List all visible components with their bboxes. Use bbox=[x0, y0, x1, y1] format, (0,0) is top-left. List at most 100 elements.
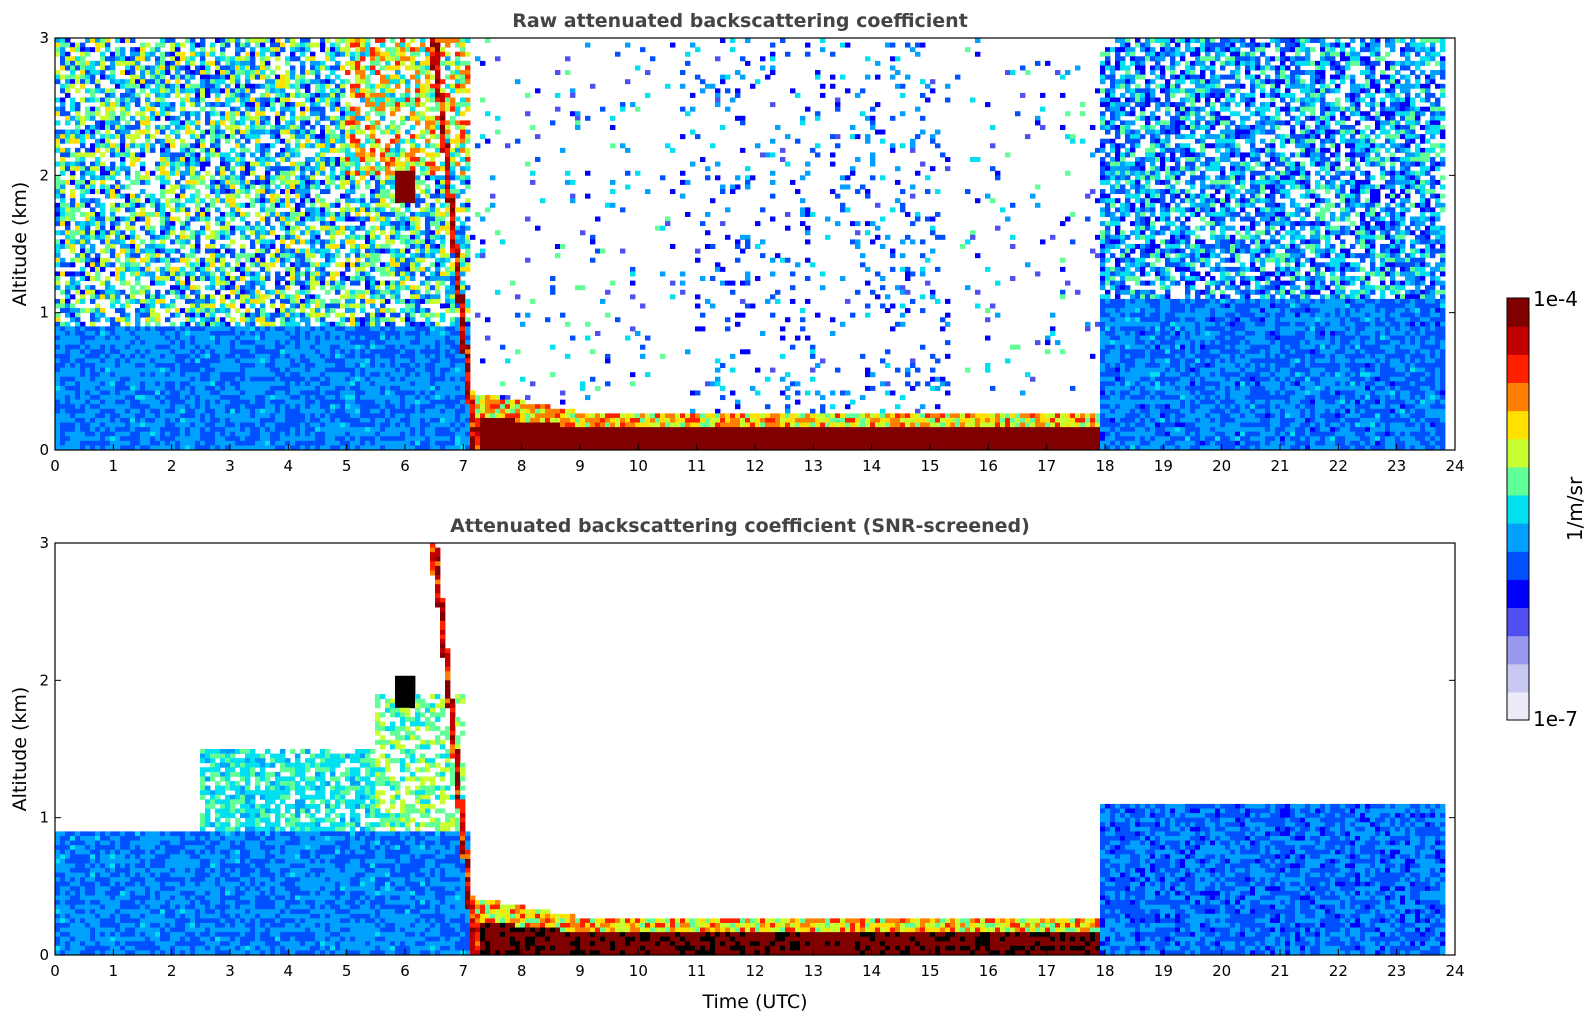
heatmap-cell bbox=[180, 207, 186, 213]
heatmap-cell bbox=[380, 340, 386, 346]
heatmap-cell bbox=[330, 390, 336, 396]
heatmap-cell bbox=[380, 417, 386, 423]
heatmap-cell bbox=[255, 271, 261, 277]
heatmap-cell bbox=[120, 431, 126, 437]
heatmap-cell bbox=[320, 385, 326, 391]
heatmap-cell bbox=[70, 65, 76, 71]
heatmap-cell bbox=[345, 266, 351, 272]
heatmap-cell bbox=[325, 367, 331, 373]
heatmap-cell bbox=[160, 358, 166, 364]
heatmap-cell bbox=[340, 321, 346, 327]
heatmap-cell bbox=[80, 298, 86, 304]
heatmap-cell bbox=[280, 445, 286, 451]
heatmap-cell bbox=[300, 363, 306, 368]
heatmap-cell bbox=[395, 262, 401, 268]
heatmap-cell bbox=[340, 436, 346, 442]
heatmap-cell bbox=[250, 312, 256, 318]
heatmap-cell bbox=[365, 253, 371, 259]
heatmap-cell bbox=[150, 399, 156, 405]
heatmap-cell bbox=[110, 120, 116, 126]
heatmap-cell bbox=[305, 312, 311, 318]
heatmap-cell bbox=[305, 239, 311, 245]
heatmap-cell bbox=[285, 83, 291, 89]
heatmap-cell bbox=[95, 262, 101, 268]
heatmap-cell bbox=[400, 298, 406, 304]
heatmap-cell bbox=[230, 436, 236, 442]
heatmap-cell bbox=[290, 170, 296, 176]
heatmap-cell bbox=[75, 363, 81, 368]
heatmap-cell bbox=[325, 262, 331, 268]
heatmap-cell bbox=[240, 422, 246, 428]
heatmap-cell bbox=[265, 385, 271, 391]
heatmap-cell bbox=[230, 440, 236, 446]
heatmap-cell bbox=[135, 422, 141, 428]
heatmap-cell bbox=[185, 404, 191, 410]
heatmap-cell bbox=[135, 349, 141, 355]
heatmap-cell bbox=[270, 358, 276, 364]
heatmap-cell bbox=[350, 120, 356, 126]
heatmap-cell bbox=[315, 106, 321, 112]
heatmap-cell bbox=[280, 417, 286, 423]
heatmap-cell bbox=[315, 42, 321, 48]
heatmap-cell bbox=[380, 317, 386, 323]
heatmap-cell bbox=[280, 303, 286, 309]
heatmap-cell bbox=[285, 221, 291, 227]
heatmap-cell bbox=[370, 436, 376, 442]
heatmap-cell bbox=[290, 294, 296, 300]
heatmap-cell bbox=[70, 230, 76, 236]
heatmap-cell bbox=[260, 417, 266, 423]
heatmap-cell bbox=[370, 353, 376, 359]
heatmap-cell bbox=[330, 138, 336, 144]
heatmap-cell bbox=[345, 239, 351, 245]
heatmap-cell bbox=[235, 431, 241, 437]
heatmap-cell bbox=[170, 56, 176, 62]
heatmap-cell bbox=[250, 381, 256, 387]
heatmap-cell bbox=[100, 51, 106, 57]
heatmap-cell bbox=[310, 367, 316, 373]
heatmap-cell bbox=[85, 413, 91, 419]
heatmap-cell bbox=[365, 399, 371, 405]
heatmap-cell bbox=[105, 102, 111, 108]
heatmap-cell bbox=[385, 216, 391, 222]
heatmap-cell bbox=[150, 211, 156, 217]
heatmap-cell bbox=[260, 124, 266, 130]
heatmap-cell bbox=[265, 83, 271, 89]
heatmap-cell bbox=[365, 157, 371, 162]
heatmap-cell bbox=[145, 102, 151, 108]
heatmap-cell bbox=[110, 221, 116, 227]
heatmap-cell bbox=[115, 390, 121, 396]
heatmap-cell bbox=[85, 349, 91, 355]
heatmap-cell bbox=[375, 413, 381, 419]
heatmap-cell bbox=[225, 152, 231, 158]
heatmap-cell bbox=[70, 276, 76, 282]
heatmap-cell bbox=[165, 65, 171, 71]
heatmap-cell bbox=[280, 147, 286, 153]
heatmap-cell bbox=[155, 266, 161, 272]
heatmap-cell bbox=[135, 408, 141, 414]
heatmap-cell bbox=[85, 60, 91, 66]
heatmap-cell bbox=[330, 431, 336, 437]
heatmap-cell bbox=[365, 440, 371, 446]
heatmap-cell bbox=[215, 70, 221, 76]
heatmap-cell bbox=[80, 202, 86, 208]
heatmap-cell bbox=[115, 326, 121, 332]
heatmap-cell bbox=[195, 138, 201, 144]
heatmap-cell bbox=[140, 289, 146, 295]
heatmap-cell bbox=[105, 97, 111, 103]
heatmap-cell bbox=[85, 79, 91, 85]
heatmap-cell bbox=[310, 70, 316, 76]
heatmap-cell bbox=[295, 404, 301, 410]
heatmap-cell bbox=[125, 431, 131, 437]
heatmap-cell bbox=[100, 230, 106, 236]
heatmap-cell bbox=[240, 349, 246, 355]
heatmap-cell bbox=[290, 115, 296, 121]
heatmap-cell bbox=[160, 207, 166, 213]
heatmap-cell bbox=[95, 221, 101, 227]
heatmap-cell bbox=[210, 47, 216, 53]
heatmap-cell bbox=[105, 124, 111, 130]
heatmap-cell bbox=[140, 308, 146, 314]
heatmap-cell bbox=[330, 161, 336, 167]
heatmap-cell bbox=[390, 408, 396, 414]
heatmap-cell bbox=[290, 38, 296, 43]
heatmap-cell bbox=[185, 399, 191, 405]
